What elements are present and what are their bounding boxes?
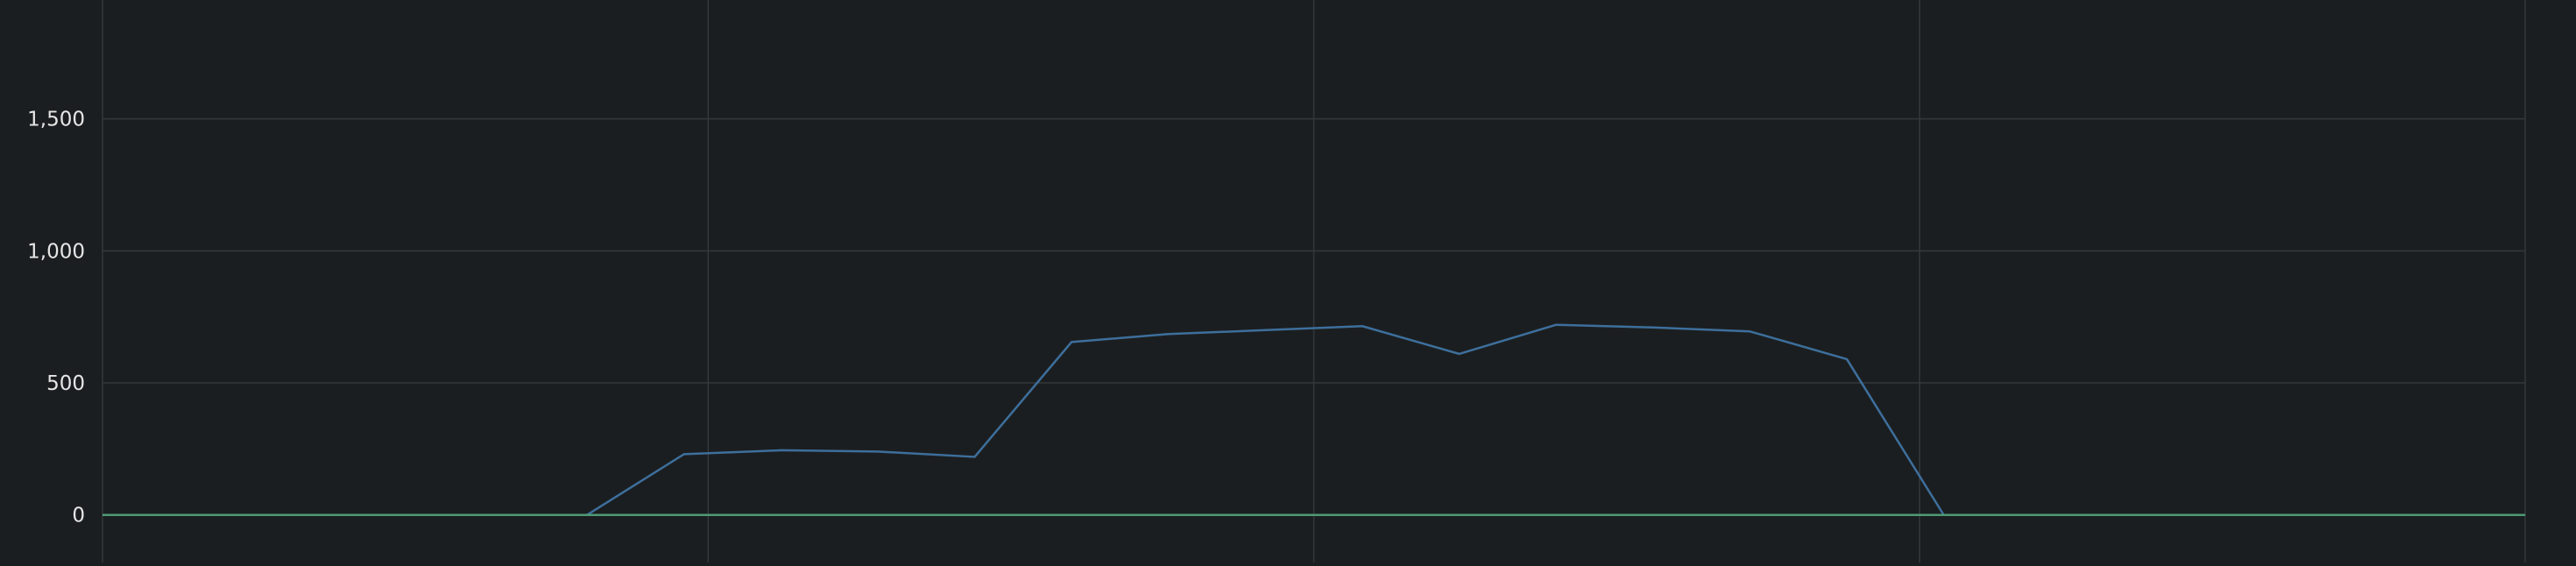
y-tick-label: 0 (72, 505, 85, 527)
y-tick-label: 500 (46, 372, 85, 395)
y-tick-label: 1,000 (27, 240, 85, 263)
y-tick-label: 1,500 (27, 109, 85, 131)
